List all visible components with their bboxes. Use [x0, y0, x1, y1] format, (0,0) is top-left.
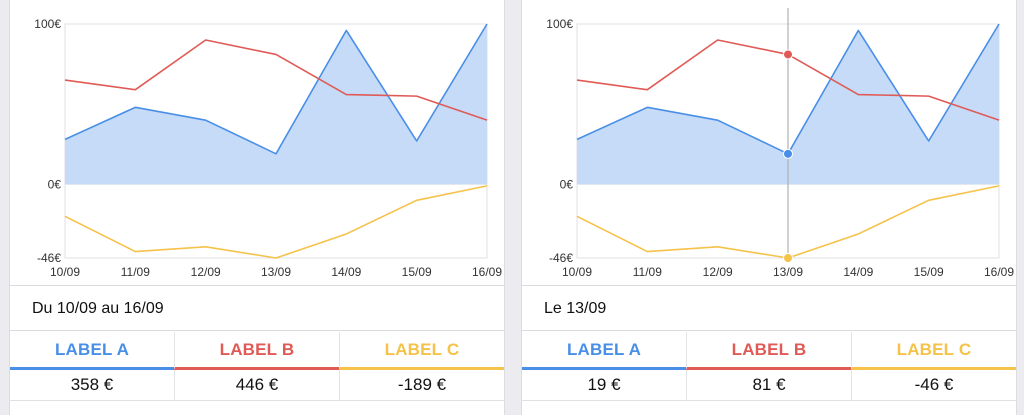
highlight-point-1: [783, 148, 793, 159]
value-label-c: -189 €: [339, 370, 504, 400]
series-tabs: LABEL A LABEL B LABEL C: [522, 332, 1016, 370]
highlight-point-2: [783, 49, 793, 60]
tab-label-a[interactable]: LABEL A: [522, 332, 686, 370]
tab-label-c[interactable]: LABEL C: [339, 332, 504, 370]
y-tick-label: 0€: [560, 177, 574, 191]
series-line-2: [64, 39, 488, 121]
value-label-a: 19 €: [587, 375, 621, 394]
series-totals: 358 € 446 € -189 €: [10, 370, 504, 400]
value-label-b: 446 €: [174, 370, 339, 400]
series-line-3: [64, 185, 488, 259]
line-chart-day[interactable]: 100€ 0€ -46€10/09 11/09 12/09 13/09 14/09 15/09…: [522, 0, 1016, 285]
period-label: Du 10/09 au 16/09: [32, 300, 164, 317]
x-tick-label: 16/09: [984, 265, 1014, 279]
x-tick-label: 11/09: [633, 265, 662, 279]
series-area-1: [577, 24, 999, 185]
series-tabs: LABEL A LABEL B LABEL C: [10, 332, 504, 370]
y-tick-label: 100€: [34, 17, 61, 31]
period-label: Le 13/09: [544, 300, 607, 317]
value-label-c: -46 €: [851, 370, 1016, 400]
tab-label-c[interactable]: LABEL C: [851, 332, 1016, 370]
series-line-1: [64, 23, 488, 155]
divider: [522, 400, 1016, 401]
tab-label-a[interactable]: LABEL A: [10, 332, 174, 370]
chart-card-day: 100€ 0€ -46€ 10/09 11/09 12/09 13/09 14/09 15/09…: [522, 0, 1016, 415]
x-tick-label: 13/09: [773, 265, 803, 279]
x-tick-label: 10/09: [50, 265, 80, 279]
divider: [522, 285, 1016, 286]
y-tick-label: -46€: [37, 251, 61, 265]
highlight-point-3: [783, 253, 793, 263]
tab-label-b[interactable]: LABEL B: [174, 332, 339, 370]
divider: [10, 400, 504, 401]
value-label-b: 81 €: [686, 370, 851, 400]
x-tick-label: 11/09: [121, 265, 150, 279]
y-tick-label: 100€: [546, 17, 573, 31]
x-tick-label: 12/09: [703, 265, 733, 279]
x-tick-label: 13/09: [261, 265, 291, 279]
line-chart-week[interactable]: 100€ 0€ -46€10/09 11/09 12/09 13/09 14/09 15/09…: [10, 0, 504, 285]
x-tick-label: 14/09: [331, 265, 361, 279]
chart-card-week: 100€ 0€ -46€ 10/09 11/09 12/09 13/09 14/09 15/09…: [10, 0, 504, 415]
x-tick-label: 15/09: [402, 265, 432, 279]
y-tick-label: -46€: [549, 251, 573, 265]
x-tick-label: 16/09: [472, 265, 502, 279]
x-tick-label: 10/09: [562, 265, 592, 279]
series-totals: 19 € 81 € -46 €: [522, 370, 1016, 400]
x-tick-label: 15/09: [914, 265, 944, 279]
x-tick-label: 12/09: [191, 265, 221, 279]
divider: [10, 285, 504, 286]
value-label-a: 358 €: [70, 375, 114, 394]
divider: [10, 330, 504, 331]
divider: [522, 330, 1016, 331]
x-tick-label: 14/09: [843, 265, 873, 279]
y-tick-label: 0€: [48, 177, 62, 191]
series-area-1: [65, 24, 487, 185]
tab-label-b[interactable]: LABEL B: [686, 332, 851, 370]
